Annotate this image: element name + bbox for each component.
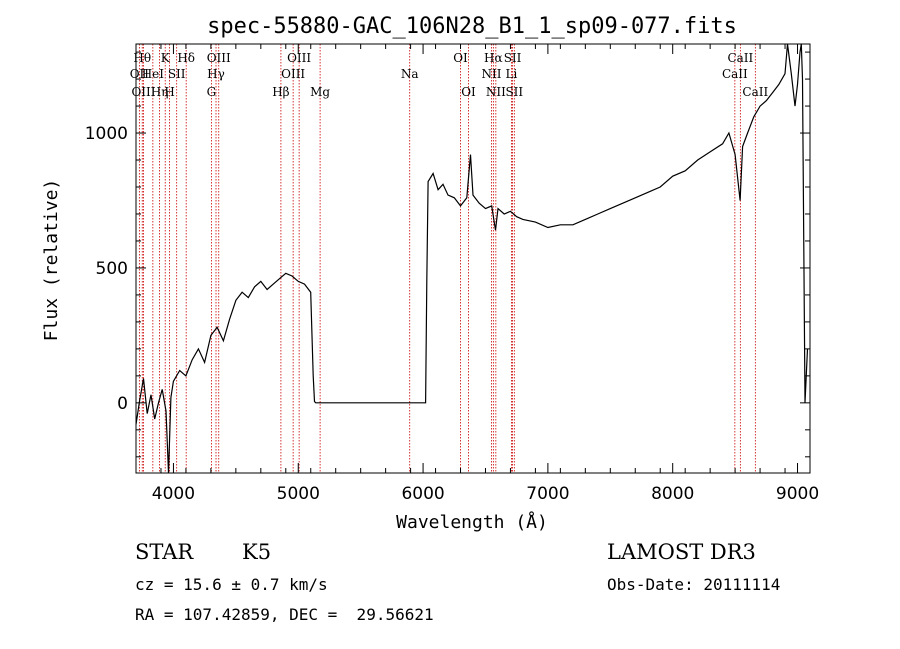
spectral-line-label: Hη: [151, 85, 169, 99]
spectral-line-label: SII: [505, 85, 523, 99]
spectral-line-label: Hδ: [177, 51, 195, 65]
spectral-line-label: Mg: [310, 85, 330, 99]
x-tick-label: 6000: [401, 484, 444, 504]
observation-date: Obs-Date: 20111114: [607, 575, 781, 594]
y-axis-label: Flux (relative): [41, 179, 62, 342]
x-tick-label: 7000: [526, 484, 569, 504]
coordinates: RA = 107.42859, DEC = 29.56621: [135, 605, 434, 624]
spectral-line-label: HeI: [142, 67, 165, 81]
x-tick-label: 8000: [651, 484, 694, 504]
x-tick-label: 9000: [776, 484, 819, 504]
spectral-line-label: Hγ: [207, 67, 225, 81]
x-tick-label: 5000: [277, 484, 320, 504]
survey-name: LAMOST DR3: [607, 540, 756, 564]
spectral-line-label: CaII: [742, 85, 768, 99]
spectral-line-labels: Hθ OII OIII HeI Hη K H SII Hδ G Hγ OIII Hβ OIII OIII Mg…: [130, 51, 769, 99]
spectral-line-label: SII: [168, 67, 186, 81]
spectral-line-label: CaII: [727, 51, 753, 65]
spectral-line-label: CaII: [722, 67, 748, 81]
spectral-line-label: NII: [486, 85, 506, 99]
y-tick-label: 1000: [85, 124, 128, 144]
spectral-line-label: OIII: [281, 67, 305, 81]
spectral-line-label: Na: [401, 67, 419, 81]
spectral-line-markers: [138, 44, 756, 473]
y-tick-label: 0: [117, 394, 128, 414]
chart-title: spec-55880-GAC_106N28_B1_1_sp09-077.fits: [207, 14, 737, 39]
x-axis-label: Wavelength (Å): [396, 511, 548, 533]
spectral-line-label: OII: [130, 67, 150, 81]
spectral-line-label: Hθ: [133, 51, 151, 65]
x-tick-label: 4000: [152, 484, 195, 504]
spectral-line-label: K: [161, 51, 171, 65]
object-class: STAR: [135, 540, 194, 564]
spectral-line-label: OI: [453, 51, 468, 65]
spectral-line-label: Hβ: [272, 85, 289, 99]
x-axis-ticks: 4000 5000 6000 7000 8000 9000: [135, 44, 819, 504]
spectral-line-label: OI: [461, 85, 476, 99]
spectral-line-label: G: [207, 85, 217, 99]
y-tick-label: 500: [96, 259, 128, 279]
plot-frame: [135, 43, 811, 474]
spectral-line-label: Li: [506, 67, 518, 81]
spectral-line-label: OIII: [131, 85, 155, 99]
spectral-line-label: OIII: [287, 51, 311, 65]
y-axis-ticks: 0 500 1000: [85, 51, 810, 458]
redshift-cz: cz = 15.6 ± 0.7 km/s: [135, 575, 328, 594]
spectral-line-label: OIII: [207, 51, 231, 65]
spectral-line-label: Hα: [484, 51, 503, 65]
spectral-line-label: H: [164, 85, 174, 99]
spectrum-series-line: [135, 43, 809, 474]
object-subclass: K5: [242, 540, 272, 564]
spectral-line-label: NII: [481, 67, 501, 81]
spectral-line-label: SII: [504, 51, 522, 65]
